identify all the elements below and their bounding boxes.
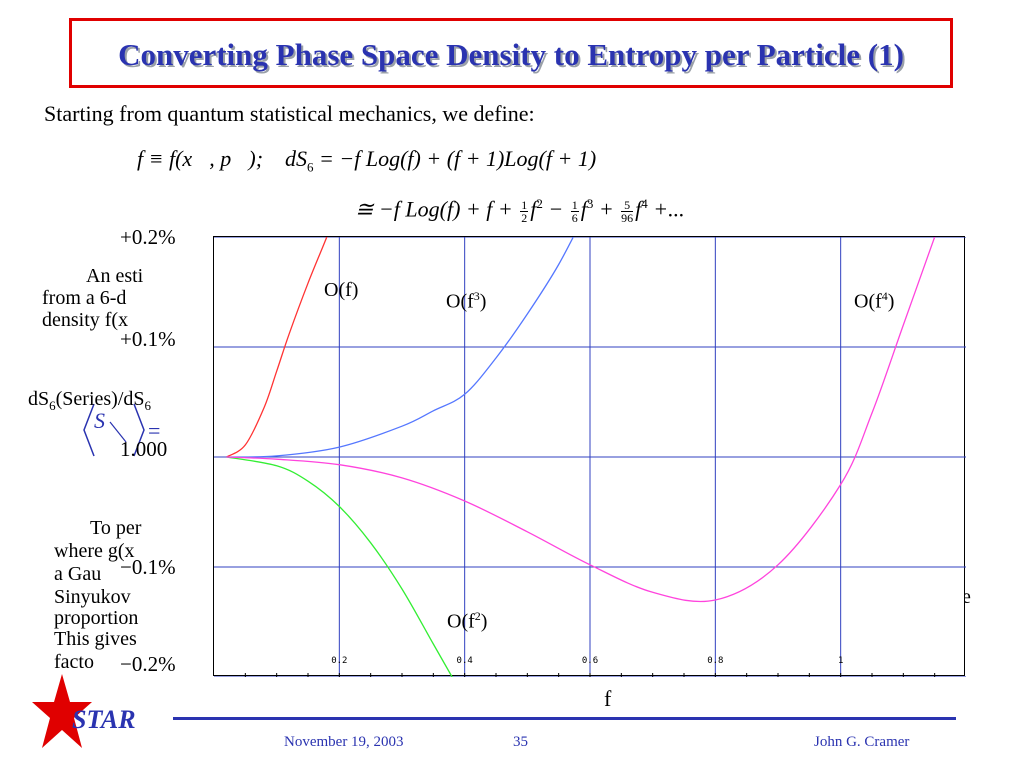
series-label-of: O(f) bbox=[324, 279, 359, 301]
intro-text: Starting from quantum statistical mechan… bbox=[44, 101, 535, 126]
equation-op-3: + bbox=[598, 196, 614, 222]
series-label-of3: O(f3) bbox=[446, 289, 487, 313]
footer-date: November 19, 2003 bbox=[284, 734, 404, 750]
equation-tail: +... bbox=[653, 196, 685, 222]
equation-op-2: − bbox=[548, 196, 564, 222]
series-label-of4: O(f4) bbox=[854, 289, 895, 313]
entropy-equals: = bbox=[148, 418, 161, 443]
y-tick-label: +0.1% bbox=[120, 327, 176, 351]
x-axis-label: f bbox=[604, 686, 612, 711]
x-tick-label: 0.8 bbox=[707, 656, 723, 666]
background-text-2: from a 6-d bbox=[42, 287, 127, 309]
series-line-of2 bbox=[226, 456, 453, 677]
background-text-6: a Gau bbox=[54, 563, 102, 585]
footer-author: John G. Cramer bbox=[814, 734, 910, 750]
background-text-5: where g(x bbox=[54, 540, 135, 562]
equation-term-f4: f bbox=[635, 196, 642, 222]
entropy-bracket: S = bbox=[82, 402, 162, 462]
series-line-of bbox=[226, 237, 328, 458]
equation-term-f2: f bbox=[530, 196, 537, 222]
x-tick-label: 0.6 bbox=[582, 656, 598, 666]
y-tick-label: −0.1% bbox=[120, 555, 176, 579]
star-logo-text: STAR bbox=[72, 705, 136, 734]
slide-title: Converting Phase Space Density to Entrop… bbox=[118, 37, 904, 72]
angle-bracket-icon bbox=[83, 403, 145, 457]
x-tick-label: 0.4 bbox=[457, 656, 473, 666]
equation-pow-4: 4 bbox=[641, 196, 648, 211]
background-text-1: An esti bbox=[86, 265, 144, 287]
x-tick-label: 1 bbox=[838, 656, 843, 666]
y-tick-label: +0.2% bbox=[120, 225, 176, 249]
equation-line-1: f ≡ f(x⃗, p⃗); dS6 = −f Log(f) + (f + 1)… bbox=[137, 146, 596, 175]
background-text-3: density f(x bbox=[42, 309, 129, 331]
equation-pow-3: 3 bbox=[586, 196, 594, 211]
series-line-of4 bbox=[226, 237, 936, 603]
background-text-4: To per bbox=[90, 517, 142, 539]
entropy-symbol: S bbox=[94, 408, 105, 433]
background-text-10: facto bbox=[54, 651, 94, 673]
footer-page-number: 35 bbox=[513, 734, 528, 750]
chart-svg: 0.2 0.4 0.6 0.8 1 bbox=[214, 237, 966, 677]
background-text-right: e bbox=[962, 586, 971, 608]
fraction-five-96: 5 96 bbox=[621, 197, 634, 225]
equation-series-lead: ≅ −f Log(f) + f + bbox=[355, 196, 513, 222]
chart-plot-area: 0.2 0.4 0.6 0.8 1 O(f) O(f3) O(f4) O(f2) bbox=[213, 236, 966, 677]
star-logo-icon bbox=[32, 674, 92, 748]
footer-divider bbox=[173, 717, 956, 720]
equation-line-2: ≅ −f Log(f) + f + 1 2 f2 − 1 6 f3 + 5 96 f4 +.… bbox=[355, 196, 685, 224]
y-axis-label: dS6(Series)/dS6 bbox=[28, 388, 152, 413]
background-text-8: proportion bbox=[54, 607, 139, 629]
x-tick-label: 0.2 bbox=[331, 656, 347, 666]
series-label-of2: O(f2) bbox=[447, 609, 488, 633]
equation-ds-sub: 6 bbox=[307, 159, 314, 175]
equation-ds: dS bbox=[285, 146, 308, 171]
label-cover bbox=[165, 236, 213, 676]
y-tick-label: −0.2% bbox=[120, 652, 176, 676]
series-line-of3 bbox=[226, 237, 575, 458]
y-tick-label: 1.000 bbox=[120, 437, 168, 461]
equation-rhs: = −f Log(f) + (f + 1)Log(f + 1) bbox=[319, 146, 597, 171]
equation-definition: f ≡ f(x⃗, p⃗); bbox=[137, 146, 264, 171]
background-text-9: This gives bbox=[54, 628, 137, 650]
title-box: Converting Phase Space Density to Entrop… bbox=[69, 18, 953, 88]
equation-term-f3: f bbox=[580, 196, 587, 222]
background-text-7: Sinyukov bbox=[54, 586, 131, 608]
equation-pow-2: 2 bbox=[536, 196, 543, 211]
